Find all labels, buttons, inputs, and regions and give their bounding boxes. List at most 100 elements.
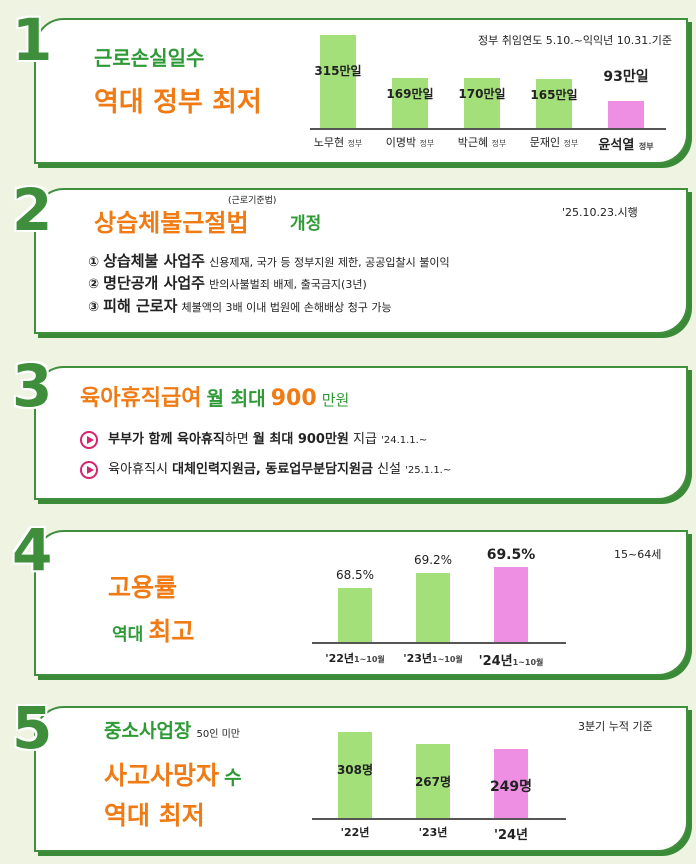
s3-line-1-b: 하면 — [224, 432, 249, 447]
s5-bar-value: 308명 — [330, 764, 380, 777]
s2-item-1: ① 상습체불 사업주 신용제재, 국가 등 정부지원 제한, 공공입찰시 불이익 — [88, 250, 450, 271]
s1-bar-value-unit: 만일 — [483, 87, 506, 101]
s3-title-part2: 월 최대 — [206, 388, 266, 410]
s5-bar — [338, 732, 372, 818]
section-1-card — [34, 18, 688, 164]
s5-bar-value-unit: 명 — [362, 763, 374, 777]
s1-x-label: 박근혜 정부 — [444, 134, 520, 150]
s1-bar-value-unit: 만일 — [339, 64, 362, 78]
s3-line-2: 육아휴직시 대체인력지원금, 동료업무분담지원금 신설 '25.1.1.~ — [80, 458, 451, 479]
s1-x-label-suffix: 정부 — [638, 142, 654, 151]
s2-item-2: ② 명단공개 사업주 반의사불벌죄 배제, 출국금지(3년) — [88, 272, 367, 293]
s3-title-part3: 900 — [270, 386, 317, 411]
s4-title-part3: 최고 — [148, 617, 195, 646]
s1-bar-value: 170만일 — [454, 88, 510, 101]
s1-x-label: 문재인 정부 — [516, 134, 592, 150]
s2-tiny-label: (근로기준법) — [228, 196, 277, 206]
s1-title-line1: 근로손실일수 — [94, 46, 205, 70]
s4-x-label: '24년1~10월 — [472, 650, 550, 669]
s4-x-label-period: 1~10월 — [512, 658, 544, 667]
s3-line-2-date: '25.1.1.~ — [405, 465, 452, 476]
s5-title-part2b: 수 — [224, 767, 242, 789]
s2-item-1-text: 신용제재, 국가 등 정부지원 제한, 공공입찰시 불이익 — [209, 256, 450, 269]
s1-bar — [536, 79, 572, 128]
s3-line-1-d: 지급 — [353, 432, 377, 447]
s1-title-line2: 역대 정부 최저 — [94, 87, 262, 118]
section-2-card — [34, 188, 688, 334]
s2-item-3-text: 체불액의 3배 이내 법원에 손해배상 청구 가능 — [181, 301, 392, 314]
s4-bar-label: 69.2% — [413, 553, 453, 567]
s2-item-1-num: ① — [88, 255, 100, 270]
s1-x-label-name: 노무현 — [313, 136, 348, 149]
s4-title-line2: 역대 최고 — [112, 612, 194, 648]
s4-x-label-year: '22년 — [325, 652, 355, 665]
s4-title-line1: 고용률 — [108, 573, 178, 602]
s5-title-line3: 역대 최저 — [104, 801, 205, 830]
s5-bar-value-unit: 명 — [519, 779, 533, 795]
s1-bar-value: 93만일 — [598, 69, 654, 85]
s2-item-3-num: ③ — [88, 300, 100, 315]
s1-x-label: 윤석열 정부 — [588, 134, 664, 153]
s1-x-label-name: 문재인 — [529, 136, 564, 149]
s5-bar-value: 267명 — [408, 776, 458, 789]
section-number-4: 4 — [12, 516, 53, 584]
s1-bar-value-unit: 만일 — [555, 88, 578, 102]
s5-bar-value-unit: 명 — [440, 775, 452, 789]
play-circle-icon — [80, 430, 98, 449]
s1-x-label-suffix: 정부 — [347, 139, 363, 148]
s3-title-part1: 육아휴직급여 — [80, 386, 202, 411]
s2-title: 상습체불근절법 — [94, 209, 249, 237]
play-circle-icon — [80, 460, 98, 479]
section-3-card — [34, 366, 688, 500]
s2-item-3-bold: 피해 근로자 — [103, 297, 178, 315]
s1-bar — [464, 78, 500, 128]
s1-bar-value: 169만일 — [382, 88, 438, 101]
section-number-2: 2 — [12, 176, 53, 244]
s4-x-label-year: '23년 — [403, 652, 433, 665]
s1-bar-value: 315만일 — [310, 65, 366, 78]
s4-x-axis — [312, 642, 566, 644]
s1-bar-value-number: 93 — [603, 69, 623, 85]
s5-bar-value-number: 249 — [489, 779, 520, 795]
s1-x-label-suffix: 정부 — [419, 139, 435, 148]
s1-x-label-name: 이명박 — [385, 136, 420, 149]
s5-title-part1b: 50인 미만 — [196, 729, 241, 740]
s4-bar-label: 69.5% — [486, 547, 536, 563]
s1-note: 정부 취임연도 5.10.~익익년 10.31.기준 — [477, 34, 672, 47]
s1-x-label: 이명박 정부 — [372, 134, 448, 150]
s2-title-tail: 개정 — [290, 214, 322, 234]
s1-bar — [320, 35, 356, 128]
s1-x-label: 노무현 정부 — [300, 134, 376, 150]
section-number-3: 3 — [12, 352, 53, 420]
s1-x-label-name: 박근혜 — [457, 136, 492, 149]
s5-bar — [416, 744, 450, 818]
s1-bar — [392, 78, 428, 128]
s5-title-line1: 중소사업장 50인 미만 — [104, 716, 240, 743]
s3-line-1: 부부가 함께 육아휴직하면 월 최대 900만원 지급 '24.1.1.~ — [80, 428, 427, 449]
s4-bar — [494, 567, 528, 642]
s3-line-1-date: '24.1.1.~ — [381, 435, 428, 446]
s4-x-label-period: 1~10월 — [354, 655, 385, 664]
s2-item-1-bold: 상습체불 사업주 — [103, 252, 205, 270]
s5-bar-value: 249명 — [486, 779, 536, 795]
s1-x-label-suffix: 정부 — [563, 139, 579, 148]
s4-x-label-period: 1~10월 — [432, 655, 463, 664]
s2-date: '25.10.23.시행 — [562, 206, 638, 219]
s4-bar — [338, 588, 372, 642]
s4-x-label-year: '24년 — [478, 654, 513, 669]
s2-item-2-num: ② — [88, 277, 100, 292]
s5-note: 3분기 누적 기준 — [578, 720, 653, 733]
s4-x-label: '23년1~10월 — [394, 650, 472, 666]
s4-x-label: '22년1~10월 — [316, 650, 394, 666]
s1-bar-value-number: 315 — [314, 64, 340, 78]
s1-x-axis — [310, 128, 666, 130]
s5-x-axis — [312, 818, 566, 820]
s5-title-part1: 중소사업장 — [104, 720, 192, 742]
s1-bar-value: 165만일 — [526, 89, 582, 102]
section-number-1: 1 — [12, 6, 53, 74]
s4-title-part2: 역대 — [112, 625, 144, 645]
s3-title-part4: 만원 — [321, 391, 350, 409]
s5-x-label: '22년 — [340, 826, 370, 839]
s3-line-2-a: 육아휴직시 — [108, 462, 168, 477]
s1-x-label-name: 윤석열 — [598, 138, 639, 153]
